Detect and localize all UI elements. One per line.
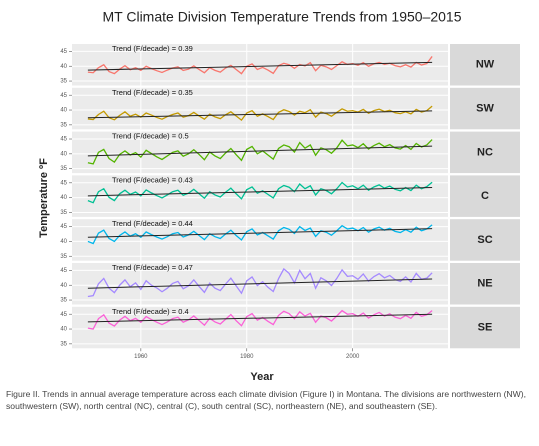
strip-background [450, 219, 520, 261]
strip-label: NE [477, 278, 492, 290]
trend-label: Trend (F/decade) = 0.35 [112, 88, 193, 97]
y-tick-label: 45 [60, 93, 67, 99]
y-tick-label: 40 [60, 239, 67, 245]
y-tick-label: 35 [60, 254, 67, 260]
y-tick-label: 45 [60, 268, 67, 274]
y-tick-label: 45 [60, 137, 67, 143]
strip-background [450, 87, 520, 130]
strip-label: SC [477, 234, 492, 246]
trend-line [87, 61, 433, 71]
y-tick-label: 40 [60, 327, 67, 333]
strip-label: SW [476, 102, 494, 114]
y-tick-label: 45 [60, 312, 67, 318]
chart-title: MT Climate Division Temperature Trends f… [103, 9, 462, 25]
trend-label: Trend (F/decade) = 0.4 [112, 307, 189, 316]
strip-background [450, 175, 520, 217]
y-tick-label: 45 [60, 224, 67, 230]
y-tick-label: 40 [60, 64, 67, 70]
y-tick-label: 45 [60, 49, 67, 55]
chart: MT Climate Division Temperature Trends f… [38, 9, 520, 383]
trend-label: Trend (F/decade) = 0.43 [112, 175, 193, 184]
x-tick-label: 1980 [240, 354, 254, 360]
y-tick-label: 45 [60, 180, 67, 186]
y-tick-label: 40 [60, 195, 67, 201]
x-tick-label: 2000 [346, 354, 360, 360]
trend-line [87, 145, 433, 157]
strip-background [450, 306, 520, 349]
data-line [87, 139, 433, 165]
y-tick-label: 40 [60, 151, 67, 157]
strip-label: NW [476, 59, 495, 71]
x-tick-label: 1960 [134, 354, 148, 360]
y-tick-label: 40 [60, 108, 67, 114]
trend-label: Trend (F/decade) = 0.5 [112, 132, 189, 141]
y-tick-label: 35 [60, 210, 67, 216]
strip-label: NC [477, 146, 493, 158]
trend-line [87, 313, 433, 323]
strip-label: SE [478, 321, 493, 333]
trend-line [87, 278, 433, 289]
trend-line [87, 187, 433, 197]
strip-background [450, 131, 520, 174]
trend-line [87, 228, 433, 238]
trend-label: Trend (F/decade) = 0.39 [112, 44, 193, 53]
y-tick-label: 35 [60, 79, 67, 85]
trend-label: Trend (F/decade) = 0.47 [112, 263, 193, 272]
x-axis-label: Year [250, 371, 274, 383]
strip-background [450, 263, 520, 305]
strip-background [450, 44, 520, 86]
data-line [87, 309, 433, 330]
y-tick-label: 35 [60, 122, 67, 128]
trend-line [87, 110, 433, 119]
data-line [87, 105, 433, 122]
caption: Figure II. Trends in annual average temp… [6, 389, 526, 411]
y-axis-label: Temperature ºF [38, 158, 50, 238]
y-tick-label: 35 [60, 341, 67, 347]
data-line [87, 224, 433, 245]
strip-label: C [481, 190, 489, 202]
y-tick-label: 35 [60, 298, 67, 304]
y-tick-label: 35 [60, 166, 67, 172]
trend-label: Trend (F/decade) = 0.44 [112, 219, 193, 228]
y-tick-label: 40 [60, 283, 67, 289]
